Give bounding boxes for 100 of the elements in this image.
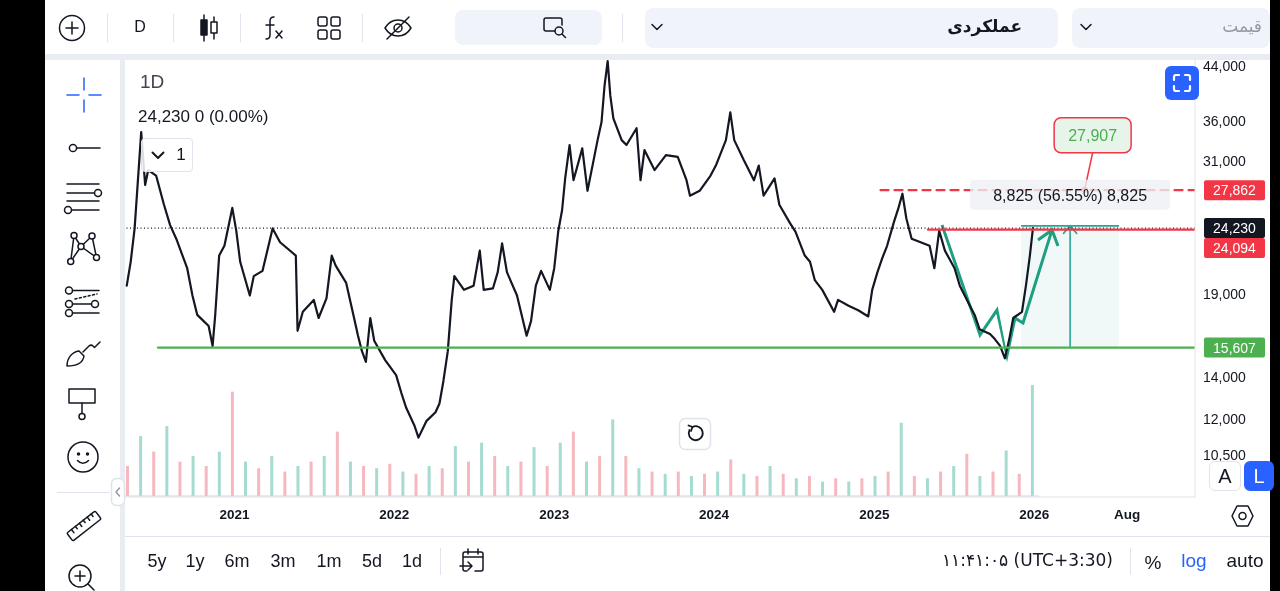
text: عملکردی — [947, 16, 1022, 37]
y-tick-label: 44,000 — [1203, 58, 1247, 75]
bar — [755, 476, 759, 496]
bar — [703, 473, 707, 496]
bar — [899, 422, 903, 496]
bar — [571, 431, 575, 496]
bar — [821, 481, 825, 496]
text: 5y — [147, 550, 167, 572]
data-label: 8,825 (56.55%) 8,825 — [993, 186, 1148, 204]
bar — [925, 478, 929, 496]
bar — [1017, 473, 1021, 496]
bar — [716, 471, 720, 496]
bar — [886, 471, 890, 496]
ref-line-label: 24,230 — [1213, 220, 1257, 237]
bar — [427, 466, 431, 496]
bar — [742, 473, 746, 496]
y-tick-label: 10,500 — [1203, 447, 1247, 464]
bar — [230, 391, 234, 496]
bar — [1004, 450, 1008, 496]
bar — [296, 466, 300, 496]
y-tick-label: 36,000 — [1203, 112, 1247, 129]
bar — [532, 447, 536, 496]
bar — [309, 461, 313, 496]
bar — [401, 471, 405, 496]
text: A — [1218, 464, 1232, 488]
bar — [585, 461, 588, 496]
bar — [388, 463, 392, 496]
bar — [375, 468, 379, 496]
bar — [965, 453, 969, 496]
bar — [1030, 385, 1034, 496]
bar — [453, 446, 457, 496]
bar — [414, 473, 418, 496]
text: 3m — [270, 550, 296, 572]
x-tick-label: Aug — [1113, 506, 1141, 522]
bar — [335, 431, 339, 496]
bar — [152, 451, 156, 496]
bar — [847, 481, 851, 496]
bar — [480, 442, 484, 496]
text: auto — [1226, 550, 1264, 572]
y-tick-label: 31,000 — [1203, 153, 1247, 170]
bar — [126, 466, 129, 496]
bar — [558, 442, 562, 496]
bar — [768, 466, 772, 496]
bar — [283, 471, 287, 496]
annotation: 1 — [176, 145, 186, 165]
bar — [663, 473, 667, 496]
bar — [637, 468, 641, 496]
bar — [939, 471, 943, 496]
text: 5d — [361, 550, 383, 572]
x-tick-label: 2024 — [699, 506, 730, 522]
x-tick-label: 2022 — [379, 506, 410, 522]
bar — [244, 461, 248, 496]
bar — [178, 461, 182, 496]
text: 1y — [185, 550, 205, 572]
bar — [191, 456, 195, 496]
bar — [781, 473, 785, 496]
bar — [217, 451, 221, 496]
text: 24,230 0 (0.00%) — [138, 107, 269, 127]
bar — [676, 471, 680, 496]
bar — [952, 466, 956, 496]
bar — [729, 459, 733, 496]
bar — [978, 476, 982, 496]
bar — [322, 456, 326, 496]
bar — [204, 466, 208, 496]
bar — [165, 426, 169, 496]
text: 1D — [140, 71, 165, 93]
bar — [598, 456, 602, 496]
y-tick-label: 12,000 — [1203, 410, 1247, 427]
data-label: 27,862 — [1213, 182, 1257, 199]
text: 6m — [224, 550, 250, 572]
text: % — [1144, 552, 1162, 574]
bar — [545, 466, 549, 496]
text: قیمت — [1222, 16, 1262, 37]
bar — [873, 476, 877, 496]
bar — [466, 461, 470, 496]
data-label: 15,607 — [1213, 339, 1257, 356]
bar — [362, 466, 366, 496]
bar — [689, 476, 693, 496]
bar — [794, 478, 798, 496]
bar — [493, 456, 497, 496]
bar — [624, 456, 628, 496]
bar — [519, 461, 523, 496]
text: 1d — [401, 550, 423, 572]
x-tick-label: 2026 — [1019, 506, 1050, 522]
y-tick-label: 14,000 — [1203, 369, 1247, 385]
bar — [611, 419, 615, 496]
bar — [807, 476, 811, 496]
x-tick-label: 2025 — [859, 506, 890, 522]
annotation: 27,907 — [1068, 126, 1118, 144]
text: 1m — [316, 550, 342, 572]
text: log — [1181, 550, 1207, 572]
bar — [348, 461, 352, 496]
bar — [912, 476, 916, 496]
x-tick-label: 2023 — [539, 506, 570, 522]
bar — [834, 478, 838, 496]
bar — [257, 468, 261, 496]
bar — [860, 478, 864, 496]
bar — [650, 471, 654, 496]
bar — [440, 468, 444, 496]
text: D — [134, 17, 146, 37]
